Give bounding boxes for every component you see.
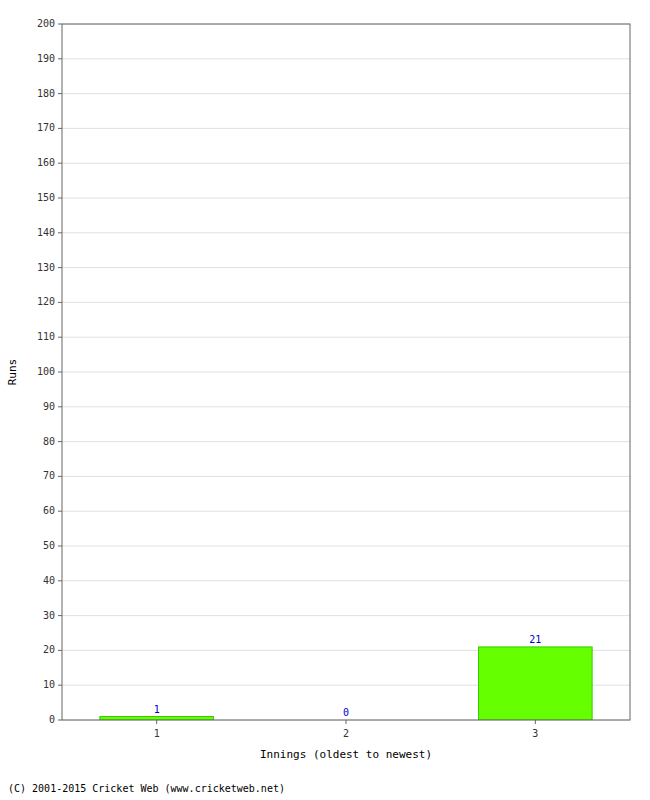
grid-line [62, 546, 630, 547]
data-label: 1 [154, 704, 160, 715]
tick-label: 40 [43, 575, 55, 586]
tick-mark [58, 650, 62, 651]
footer: (C) 2001-2015 Cricket Web (www.cricketwe… [8, 783, 285, 794]
grid-line [62, 93, 630, 94]
grid-line [62, 511, 630, 512]
chart-container: 0102030405060708090100110120130140150160… [0, 0, 650, 800]
tick-label: 2 [343, 728, 349, 739]
tick-label: 160 [37, 157, 55, 168]
grid-line [62, 267, 630, 268]
tick-label: 3 [532, 728, 538, 739]
tick-label: 80 [43, 436, 55, 447]
tick-mark [58, 128, 62, 129]
bars [100, 647, 592, 720]
data-label: 0 [343, 707, 349, 718]
bar [100, 717, 214, 720]
grid-line [62, 302, 630, 303]
grid-line [62, 198, 630, 199]
grid-line [62, 372, 630, 373]
tick-mark [58, 720, 62, 721]
tick-label: 130 [37, 262, 55, 273]
chart-svg: 0102030405060708090100110120130140150160… [0, 0, 650, 800]
tick-mark [58, 267, 62, 268]
tick-mark [156, 720, 157, 724]
tick-mark [58, 232, 62, 233]
y-axis: 0102030405060708090100110120130140150160… [37, 18, 630, 725]
tick-label: 100 [37, 366, 55, 377]
tick-mark [58, 685, 62, 686]
data-labels: 1 0 21 [154, 634, 542, 718]
tick-label: 10 [43, 679, 55, 690]
data-label: 21 [529, 634, 541, 645]
tick-mark [58, 58, 62, 59]
grid-line [62, 337, 630, 338]
grid-line [62, 232, 630, 233]
y-axis-label: Runs [6, 359, 19, 386]
grid-line [62, 441, 630, 442]
grid-line [62, 128, 630, 129]
grid-line [62, 406, 630, 407]
tick-label: 180 [37, 88, 55, 99]
tick-mark [58, 24, 62, 25]
tick-mark [58, 163, 62, 164]
tick-label: 0 [49, 714, 55, 725]
plot-frame [62, 24, 630, 720]
tick-mark [58, 580, 62, 581]
grid-line [62, 58, 630, 59]
tick-mark [58, 337, 62, 338]
tick-mark [58, 441, 62, 442]
tick-mark [58, 302, 62, 303]
grid-line [62, 163, 630, 164]
tick-mark [58, 406, 62, 407]
grid-line [62, 476, 630, 477]
tick-mark [58, 511, 62, 512]
tick-label: 120 [37, 296, 55, 307]
tick-mark [58, 93, 62, 94]
tick-label: 70 [43, 470, 55, 481]
tick-label: 140 [37, 227, 55, 238]
tick-mark [58, 476, 62, 477]
tick-mark [58, 198, 62, 199]
tick-label: 50 [43, 540, 55, 551]
grid-line [62, 615, 630, 616]
tick-label: 170 [37, 122, 55, 133]
x-axis: 1 2 3 [154, 720, 539, 739]
tick-label: 110 [37, 331, 55, 342]
tick-mark [535, 720, 536, 724]
grid-line [62, 580, 630, 581]
tick-label: 150 [37, 192, 55, 203]
x-axis-label: Innings (oldest to newest) [260, 748, 432, 761]
tick-mark [346, 720, 347, 724]
tick-label: 60 [43, 505, 55, 516]
tick-label: 20 [43, 644, 55, 655]
tick-label: 90 [43, 401, 55, 412]
tick-mark [58, 546, 62, 547]
bar [479, 647, 593, 720]
tick-label: 190 [37, 53, 55, 64]
tick-label: 30 [43, 610, 55, 621]
tick-label: 1 [154, 728, 160, 739]
tick-label: 200 [37, 18, 55, 29]
tick-mark [58, 372, 62, 373]
tick-mark [58, 615, 62, 616]
